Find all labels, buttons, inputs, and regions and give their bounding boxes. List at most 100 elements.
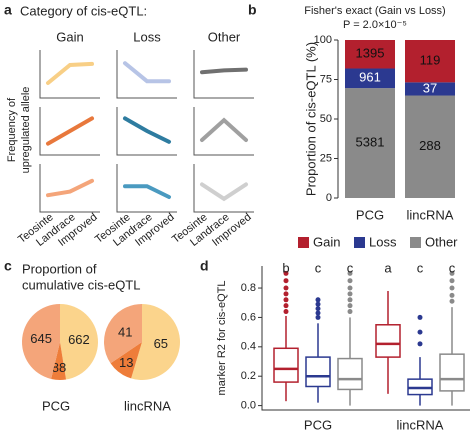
x-tick-label: lincRNA: [397, 417, 444, 432]
legend-label: Loss: [369, 234, 397, 249]
pie-label: lincRNA: [124, 398, 171, 413]
outlier: [283, 291, 289, 297]
outlier: [449, 285, 455, 291]
data-label: 37: [423, 80, 437, 95]
x-tick-label: PCG: [356, 207, 384, 222]
chart-title: P = 2.0×10⁻⁵: [343, 19, 407, 31]
outlier: [283, 303, 289, 309]
outlier: [347, 303, 353, 309]
data-label: 41: [118, 325, 132, 340]
outlier: [283, 285, 289, 291]
outlier: [449, 278, 455, 284]
axis-frame: [193, 50, 254, 99]
letter: c: [347, 260, 354, 275]
outlier: [449, 270, 455, 276]
outlier: [417, 314, 423, 320]
y-tick-label: 75: [320, 73, 332, 85]
chart-title: Proportion of: [22, 261, 97, 276]
x-tick-label: PCG: [304, 417, 332, 432]
bar-segment: [405, 82, 455, 96]
trend-line: [46, 61, 94, 85]
box: [337, 357, 363, 391]
y-axis-label: Proportion of cis-eQTL (%): [303, 42, 318, 196]
outlier: [315, 306, 321, 312]
y-axis-label: marker R2 for cis-eQTL: [216, 281, 228, 396]
y-tick-label: 0.2: [241, 370, 256, 382]
y-tick-label: 0.8: [241, 282, 256, 294]
y-tick-label: 0: [326, 192, 332, 204]
axis-frame: [116, 50, 177, 99]
letter: c: [449, 260, 456, 275]
bar-segment: [405, 40, 455, 83]
pie-slice: [131, 304, 180, 380]
y-tick-label: 0.0: [241, 399, 256, 411]
trend-line: [200, 182, 248, 202]
panel-title: Category of cis-eQTL:: [20, 3, 147, 18]
outlier: [449, 298, 455, 304]
data-label: 288: [419, 138, 441, 153]
pie-slice: [103, 304, 142, 364]
box: [273, 347, 299, 383]
x-tick-label: lincRNA: [407, 207, 454, 222]
trend-line: [123, 116, 171, 144]
outlier: [283, 270, 289, 276]
outlier: [315, 310, 321, 316]
outlier: [283, 297, 289, 303]
column-title: Other: [208, 29, 241, 44]
data-label: 88: [52, 360, 66, 375]
data-label: 662: [68, 332, 90, 347]
box: [439, 353, 465, 392]
outlier: [315, 297, 321, 303]
pie-slice: [51, 342, 67, 381]
box: [305, 356, 331, 388]
y-tick-label: 0.6: [241, 311, 256, 323]
pie-slice: [21, 304, 60, 379]
bar-segment: [405, 95, 455, 198]
bar-segment: [345, 88, 395, 198]
data-label: 961: [359, 70, 381, 85]
bar-segment: [345, 68, 395, 89]
data-label: 119: [420, 53, 441, 68]
chart-title: Fisher's exact (Gain vs Loss): [304, 5, 445, 17]
outlier: [315, 301, 321, 307]
data-label: 5381: [356, 134, 385, 149]
axes: [261, 266, 470, 411]
outlier: [315, 314, 321, 320]
trend-line: [46, 116, 94, 146]
data-label: 1395: [356, 46, 385, 61]
outlier: [347, 297, 353, 303]
legend-swatch: [298, 237, 309, 248]
bar-segment: [345, 40, 395, 69]
data-label: 65: [154, 336, 168, 351]
outlier: [347, 291, 353, 297]
axis-frame: [193, 107, 254, 156]
axis-frame: [39, 50, 100, 99]
legend-swatch: [354, 237, 365, 248]
axis-frame: [39, 164, 100, 213]
panel-label: b: [248, 2, 257, 18]
trend-line: [123, 184, 171, 199]
panel-label: a: [4, 2, 12, 18]
y-axis-label: upregulated allele: [20, 87, 32, 174]
outlier: [347, 270, 353, 276]
legend-swatch: [410, 237, 421, 248]
axis-frame: [193, 164, 254, 213]
letter: c: [315, 260, 322, 275]
trend-line: [46, 178, 94, 198]
outlier: [449, 292, 455, 298]
data-label: 13: [119, 355, 133, 370]
outlier: [283, 309, 289, 315]
pie-label: PCG: [42, 398, 70, 413]
y-axis-label: Frequency of: [6, 97, 18, 162]
pie-slice: [110, 342, 142, 379]
letter: c: [417, 260, 424, 275]
outlier: [417, 329, 423, 335]
letter: b: [282, 260, 289, 275]
trend-line: [123, 61, 171, 84]
y-tick-label: 50: [320, 113, 332, 125]
column-title: Gain: [56, 29, 83, 44]
axis-frame: [116, 107, 177, 156]
column-title: Loss: [133, 29, 161, 44]
axis-frame: [116, 164, 177, 213]
